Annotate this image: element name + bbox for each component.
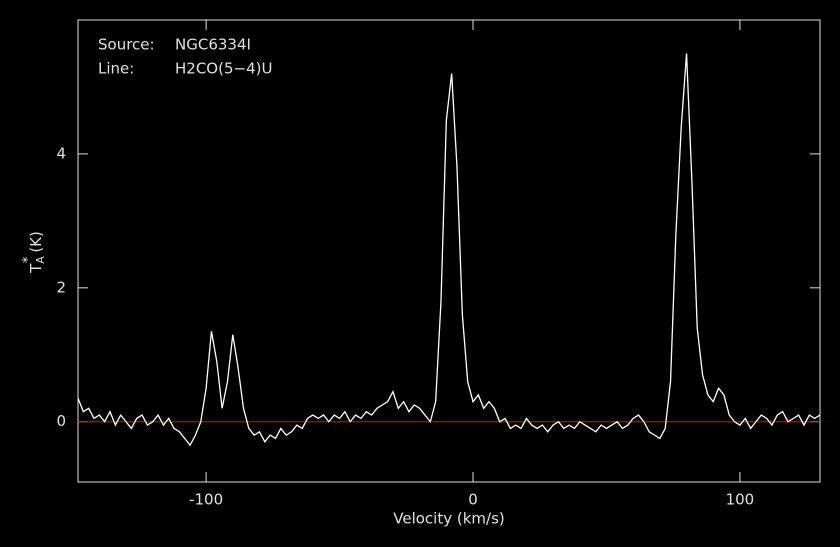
- x-tick-label: 100: [726, 491, 755, 509]
- y-label-unit: (K): [27, 231, 45, 253]
- y-label-subscript: A: [34, 256, 47, 264]
- y-tick-label: 2: [56, 278, 66, 296]
- annotation-label: Source:: [98, 36, 155, 54]
- spectrum-line: [77, 53, 821, 447]
- annotation-value: NGC6334I: [175, 36, 251, 54]
- annotation-value: H2CO(5−4)U: [175, 60, 272, 78]
- y-tick-label: 4: [56, 144, 66, 162]
- plot-frame: [77, 19, 821, 483]
- annotation-label: Line:: [98, 60, 134, 78]
- y-axis-label: TA* (K): [21, 231, 48, 274]
- x-tick-label: -100: [189, 491, 223, 509]
- y-label-superscript: *: [21, 256, 36, 263]
- x-tick-label: 0: [468, 491, 478, 509]
- y-tick-label: 0: [56, 412, 66, 430]
- x-axis-label: Velocity (km/s): [393, 510, 504, 528]
- y-label-symbol: T: [27, 263, 45, 274]
